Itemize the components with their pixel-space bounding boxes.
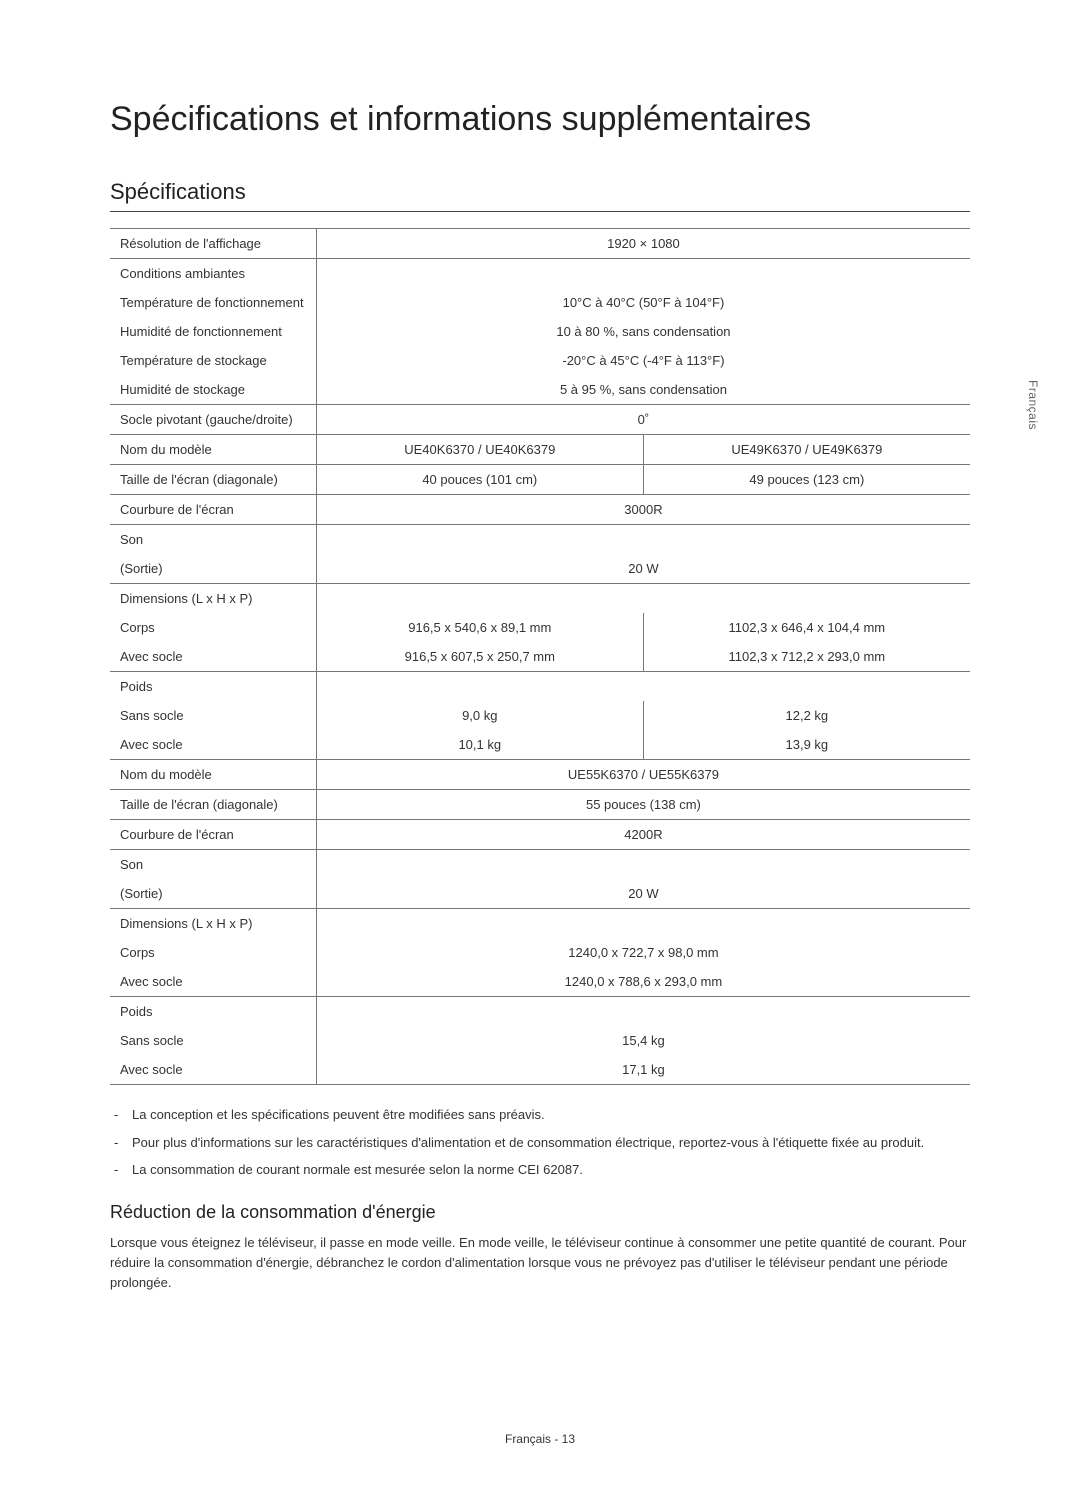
subsection-title: Réduction de la consommation d'énergie (110, 1202, 970, 1223)
spec-value: 5 à 95 %, sans condensation (316, 375, 970, 405)
spec-value: 1920 × 1080 (316, 229, 970, 259)
spec-table: Résolution de l'affichage 1920 × 1080 Co… (110, 228, 970, 1085)
spec-label: Poids (110, 672, 316, 702)
spec-value: 15,4 kg (316, 1026, 970, 1055)
spec-value: 20 W (316, 879, 970, 909)
spec-value: 1240,0 x 788,6 x 293,0 mm (316, 967, 970, 997)
spec-value: UE40K6370 / UE40K6379 (316, 435, 643, 465)
spec-value: 12,2 kg (643, 701, 970, 730)
dash-icon: - (110, 1160, 132, 1180)
spec-value: UE49K6370 / UE49K6379 (643, 435, 970, 465)
spec-value: 916,5 x 607,5 x 250,7 mm (316, 642, 643, 672)
body-paragraph: Lorsque vous éteignez le téléviseur, il … (110, 1233, 970, 1293)
spec-value: 3000R (316, 495, 970, 525)
spec-label: Son (110, 525, 316, 555)
spec-label: Dimensions (L x H x P) (110, 909, 316, 939)
spec-value: UE55K6370 / UE55K6379 (316, 760, 970, 790)
spec-value: 10,1 kg (316, 730, 643, 760)
spec-label: Nom du modèle (110, 760, 316, 790)
spec-value: -20°C à 45°C (-4°F à 113°F) (316, 346, 970, 375)
note-text: La conception et les spécifications peuv… (132, 1105, 970, 1125)
note-text: Pour plus d'informations sur les caracté… (132, 1133, 970, 1153)
spec-label: Dimensions (L x H x P) (110, 584, 316, 614)
spec-label: Courbure de l'écran (110, 820, 316, 850)
spec-value: 17,1 kg (316, 1055, 970, 1085)
spec-label: Humidité de fonctionnement (110, 317, 316, 346)
spec-label: Nom du modèle (110, 435, 316, 465)
spec-label: Poids (110, 997, 316, 1027)
spec-value: 4200R (316, 820, 970, 850)
spec-label: Corps (110, 938, 316, 967)
spec-label: (Sortie) (110, 879, 316, 909)
spec-value: 13,9 kg (643, 730, 970, 760)
spec-value (316, 909, 970, 939)
spec-label: Avec socle (110, 967, 316, 997)
spec-value: 1240,0 x 722,7 x 98,0 mm (316, 938, 970, 967)
note-text: La consommation de courant normale est m… (132, 1160, 970, 1180)
spec-label: Température de fonctionnement (110, 288, 316, 317)
spec-label: Conditions ambiantes (110, 259, 316, 289)
page-title: Spécifications et informations supplémen… (110, 100, 970, 139)
spec-value (316, 997, 970, 1027)
spec-label: Température de stockage (110, 346, 316, 375)
spec-label: Corps (110, 613, 316, 642)
spec-value: 40 pouces (101 cm) (316, 465, 643, 495)
spec-label: Son (110, 850, 316, 880)
spec-value: 916,5 x 540,6 x 89,1 mm (316, 613, 643, 642)
dash-icon: - (110, 1133, 132, 1153)
spec-value (316, 525, 970, 555)
note-item: - La conception et les spécifications pe… (110, 1105, 970, 1125)
spec-value: 0˚ (316, 405, 970, 435)
spec-value (316, 672, 970, 702)
dash-icon: - (110, 1105, 132, 1125)
spec-value: 55 pouces (138 cm) (316, 790, 970, 820)
note-item: - Pour plus d'informations sur les carac… (110, 1133, 970, 1153)
spec-label: Avec socle (110, 730, 316, 760)
language-tab: Français (1026, 380, 1040, 430)
spec-label: Taille de l'écran (diagonale) (110, 790, 316, 820)
page-footer: Français - 13 (0, 1432, 1080, 1446)
spec-label: (Sortie) (110, 554, 316, 584)
notes-list: - La conception et les spécifications pe… (110, 1105, 970, 1180)
section-title: Spécifications (110, 179, 970, 212)
spec-label: Résolution de l'affichage (110, 229, 316, 259)
spec-value (316, 584, 970, 614)
spec-label: Courbure de l'écran (110, 495, 316, 525)
spec-label: Avec socle (110, 642, 316, 672)
spec-value (316, 259, 970, 289)
spec-value: 10°C à 40°C (50°F à 104°F) (316, 288, 970, 317)
spec-label: Socle pivotant (gauche/droite) (110, 405, 316, 435)
spec-value: 20 W (316, 554, 970, 584)
spec-label: Humidité de stockage (110, 375, 316, 405)
spec-label: Taille de l'écran (diagonale) (110, 465, 316, 495)
spec-label: Avec socle (110, 1055, 316, 1085)
spec-value (316, 850, 970, 880)
spec-label: Sans socle (110, 1026, 316, 1055)
spec-label: Sans socle (110, 701, 316, 730)
spec-value: 1102,3 x 646,4 x 104,4 mm (643, 613, 970, 642)
spec-value: 1102,3 x 712,2 x 293,0 mm (643, 642, 970, 672)
spec-value: 49 pouces (123 cm) (643, 465, 970, 495)
spec-value: 10 à 80 %, sans condensation (316, 317, 970, 346)
spec-value: 9,0 kg (316, 701, 643, 730)
note-item: - La consommation de courant normale est… (110, 1160, 970, 1180)
